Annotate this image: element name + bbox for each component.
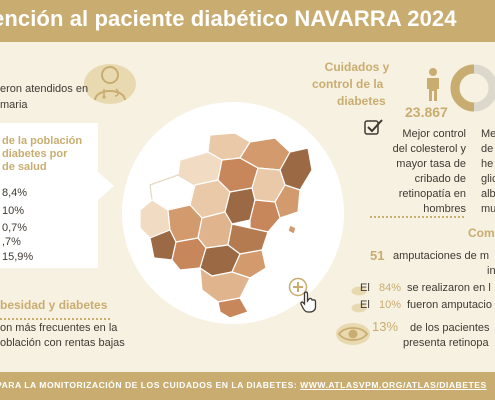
bullet-dot (351, 300, 367, 318)
check-icon (364, 118, 384, 141)
footer-prefix: PARA LA MONITORIZACIÓN DE LOS CUIDADOS E… (0, 380, 298, 390)
map-zone (274, 184, 301, 219)
amputations-text-2: in (487, 265, 495, 277)
gender-donut (448, 64, 495, 119)
zoom-plus-icon[interactable] (288, 277, 308, 302)
footer-bar: PARA LA MONITORIZACIÓN DE LOS CUIDADOS E… (0, 372, 495, 400)
women-text-4: glic (481, 173, 495, 185)
women-text-1: Me (481, 128, 495, 140)
obesity-heading: besidad y diabetes (0, 298, 108, 312)
care-heading-3: diabetes (337, 94, 386, 108)
eye-pct: 13% (372, 319, 399, 334)
doctor-icon (82, 58, 138, 111)
panel-pointer (98, 172, 114, 200)
stat1-text: se realizaron en l (407, 282, 491, 294)
men-text-4: cribado de (414, 173, 466, 185)
panel-title-2: diabetes por (2, 148, 68, 160)
men-text-6: hombres (423, 203, 466, 215)
map-zone (197, 211, 233, 249)
eye-text-1: de los pacientes (410, 322, 490, 334)
hand-cursor-icon (299, 290, 319, 319)
map-zone (217, 297, 249, 319)
stat1-pct: 84% (379, 282, 402, 294)
care-heading-1: Cuidados y (324, 60, 390, 74)
panel-title-3: de salud (2, 161, 47, 173)
amputations-number: 51 (370, 248, 385, 263)
amputations-text-1: amputaciones de m (393, 250, 489, 262)
men-text-1: Mejor control (402, 128, 466, 140)
percentage-4: ,7% (2, 236, 21, 248)
complications-heading: Com (468, 226, 495, 240)
eye-text-2: presenta retinopa (403, 337, 489, 349)
header-bar: ención al paciente diabético NAVARRA 202… (0, 0, 495, 42)
stat2-prefix: El (360, 299, 370, 311)
women-text-6: mu (481, 203, 495, 215)
percentage-2: 10% (2, 205, 25, 217)
page-title: ención al paciente diabético NAVARRA 202… (0, 6, 457, 31)
map-zone (287, 224, 297, 235)
bullet-dot (351, 283, 367, 301)
attended-line-1: eron atendidos en (0, 83, 89, 95)
men-text-3: mayor tasa de (396, 158, 466, 170)
women-text-2: de (481, 143, 494, 155)
eye-icon (335, 322, 371, 351)
percentage-3: 0,7% (2, 222, 28, 234)
stat1-prefix: El (360, 282, 370, 294)
men-text-2: del colesterol y (392, 143, 466, 155)
complications-divider (370, 216, 464, 218)
percentage-1: 8,4% (2, 187, 28, 199)
percent-panel: de la población diabetes por de salud 8,… (0, 123, 98, 268)
attended-line-2: maria (0, 99, 28, 111)
map-zone (231, 249, 267, 279)
navarra-map[interactable] (140, 130, 330, 320)
footer-link[interactable]: WWW.ATLASVPM.ORG/ATLAS/DIABETES (300, 380, 487, 390)
women-text-5: alb (481, 188, 495, 200)
percentage-5: 15,9% (2, 251, 34, 263)
footer-text: PARA LA MONITORIZACIÓN DE LOS CUIDADOS E… (0, 380, 487, 390)
obesity-divider (0, 318, 110, 320)
stat2-pct: 10% (379, 299, 402, 311)
women-text-3: he (481, 158, 494, 170)
map-zone (249, 199, 281, 233)
obesity-text-2: oblación con rentas bajas (0, 337, 125, 349)
men-text-5: retinopatía en (398, 188, 466, 200)
obesity-text-1: on más frecuentes en la (0, 322, 118, 334)
panel-title-1: de la población (2, 135, 83, 147)
stat2-text: fueron amputacio (407, 299, 492, 311)
care-heading-2: control de la (312, 77, 384, 91)
map-zone (199, 267, 251, 303)
men-count: 23.867 (405, 104, 448, 120)
man-icon (424, 68, 442, 107)
